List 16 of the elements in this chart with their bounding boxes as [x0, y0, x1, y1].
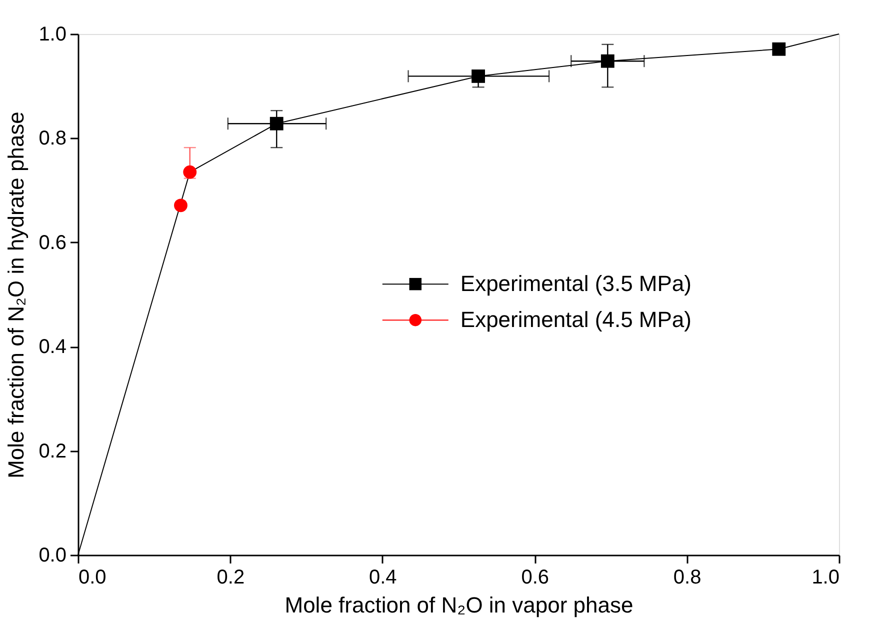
y-axis-title: Mole fraction of N₂O in hydrate phase: [4, 112, 29, 478]
x-tick-label: 0.0: [78, 566, 106, 588]
legend-label: Experimental (3.5 MPa): [460, 271, 692, 296]
y-tick-label: 0.8: [38, 128, 66, 150]
x-tick-label: 0.2: [216, 566, 245, 588]
y-tick-label: 0.2: [38, 440, 66, 462]
y-tick-label: 1.0: [38, 24, 66, 46]
x-tick-label: 0.8: [673, 566, 702, 588]
x-tick-label: 0.6: [521, 566, 550, 588]
x-tick-label: 1.0: [812, 566, 840, 588]
x-tick-label: 0.4: [368, 566, 397, 588]
y-tick-label: 0.0: [38, 544, 66, 566]
legend-label: Experimental (4.5 MPa): [460, 307, 692, 332]
y-tick-label: 0.6: [38, 232, 66, 254]
y-tick-label: 0.4: [38, 336, 66, 358]
x-axis-title: Mole fraction of N₂O in vapor phase: [284, 592, 634, 618]
